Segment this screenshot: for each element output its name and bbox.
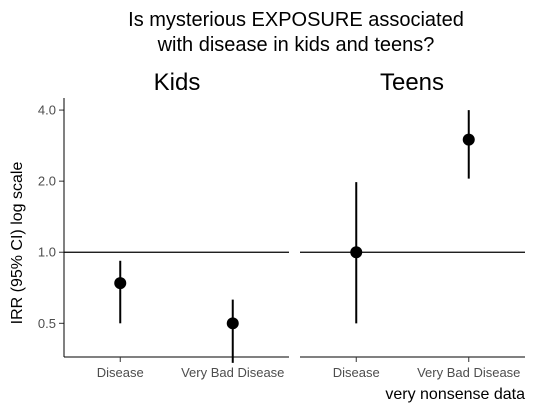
- y-tick-label: 4.0: [38, 103, 56, 118]
- y-axis-ticks: 0.5 1.0 2.0 4.0: [38, 103, 64, 331]
- x-axis-label: very nonsense data: [385, 386, 525, 403]
- y-axis-label: IRR (95% CI) log scale: [9, 162, 26, 325]
- x-tick-label: Disease: [333, 365, 380, 380]
- chart-title-line-2: with disease in kids and teens?: [157, 34, 435, 56]
- data-point: [226, 317, 239, 330]
- x-tick-label: Very Bad Disease: [181, 365, 284, 380]
- y-tick-label: 0.5: [38, 316, 56, 331]
- x-tick-label: Very Bad Disease: [417, 365, 520, 380]
- panel-kids: Disease Very Bad Disease: [63, 98, 289, 380]
- data-point: [350, 246, 363, 259]
- data-point: [462, 133, 475, 146]
- data-point: [114, 277, 127, 290]
- chart-panels: Disease Very Bad Disease Disease Very Bad D…: [63, 98, 525, 380]
- panel-teens: Disease Very Bad Disease: [300, 110, 525, 380]
- chart-title-line-1: Is mysterious EXPOSURE associated: [128, 9, 464, 31]
- facet-label-kids: Kids: [154, 69, 201, 96]
- x-tick-label: Disease: [97, 365, 144, 380]
- y-tick-label: 2.0: [38, 174, 56, 189]
- facet-label-teens: Teens: [380, 69, 444, 96]
- y-tick-label: 1.0: [38, 245, 56, 260]
